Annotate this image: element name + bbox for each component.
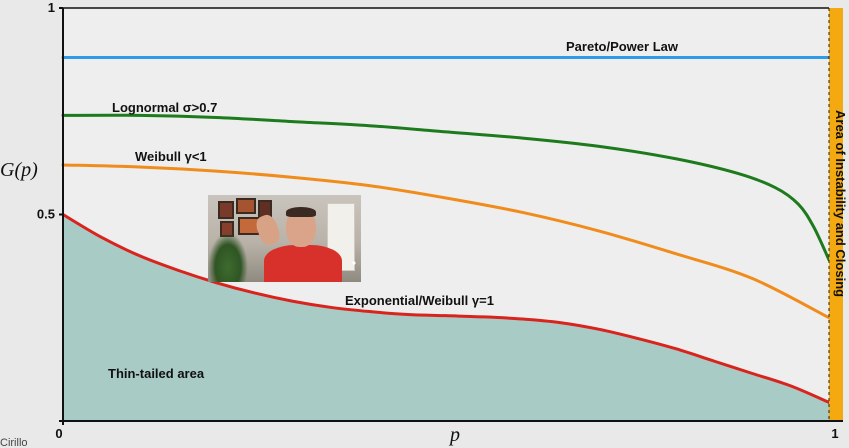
presenter-body [264, 245, 342, 282]
series-exponential-line [61, 213, 831, 404]
y-tick-label: 0.5 [37, 207, 55, 222]
series-lognormal-line [61, 113, 831, 262]
y-tick-label: 1 [48, 0, 55, 15]
series-label-lognormal: Lognormal σ>0.7 [112, 100, 217, 115]
series-label-weibull: Weibull γ<1 [135, 149, 207, 164]
overlay-indicator-icon [351, 260, 357, 266]
x-tick-label: 0 [55, 426, 62, 441]
y-axis-title: G(p) [0, 159, 38, 181]
series-label-pareto: Pareto/Power Law [566, 39, 679, 54]
webcam-overlay [208, 195, 361, 282]
plant [208, 232, 248, 282]
instability-band [829, 8, 843, 421]
series-weibull-line [61, 163, 831, 320]
instability-label: Area of Instability and Closing [833, 110, 848, 297]
x-tick-label: 1 [831, 426, 838, 441]
thin-tailed-area-fill [63, 214, 829, 421]
series-label-exponential: Exponential/Weibull γ=1 [345, 293, 494, 308]
wall-art [236, 198, 256, 214]
presenter-hand [253, 212, 283, 248]
presenter-hair [286, 207, 316, 217]
credit-text: Cirillo [0, 437, 28, 448]
thin-tailed-label: Thin-tailed area [108, 366, 205, 381]
wall-art [218, 201, 234, 219]
x-axis-title: p [448, 424, 460, 446]
